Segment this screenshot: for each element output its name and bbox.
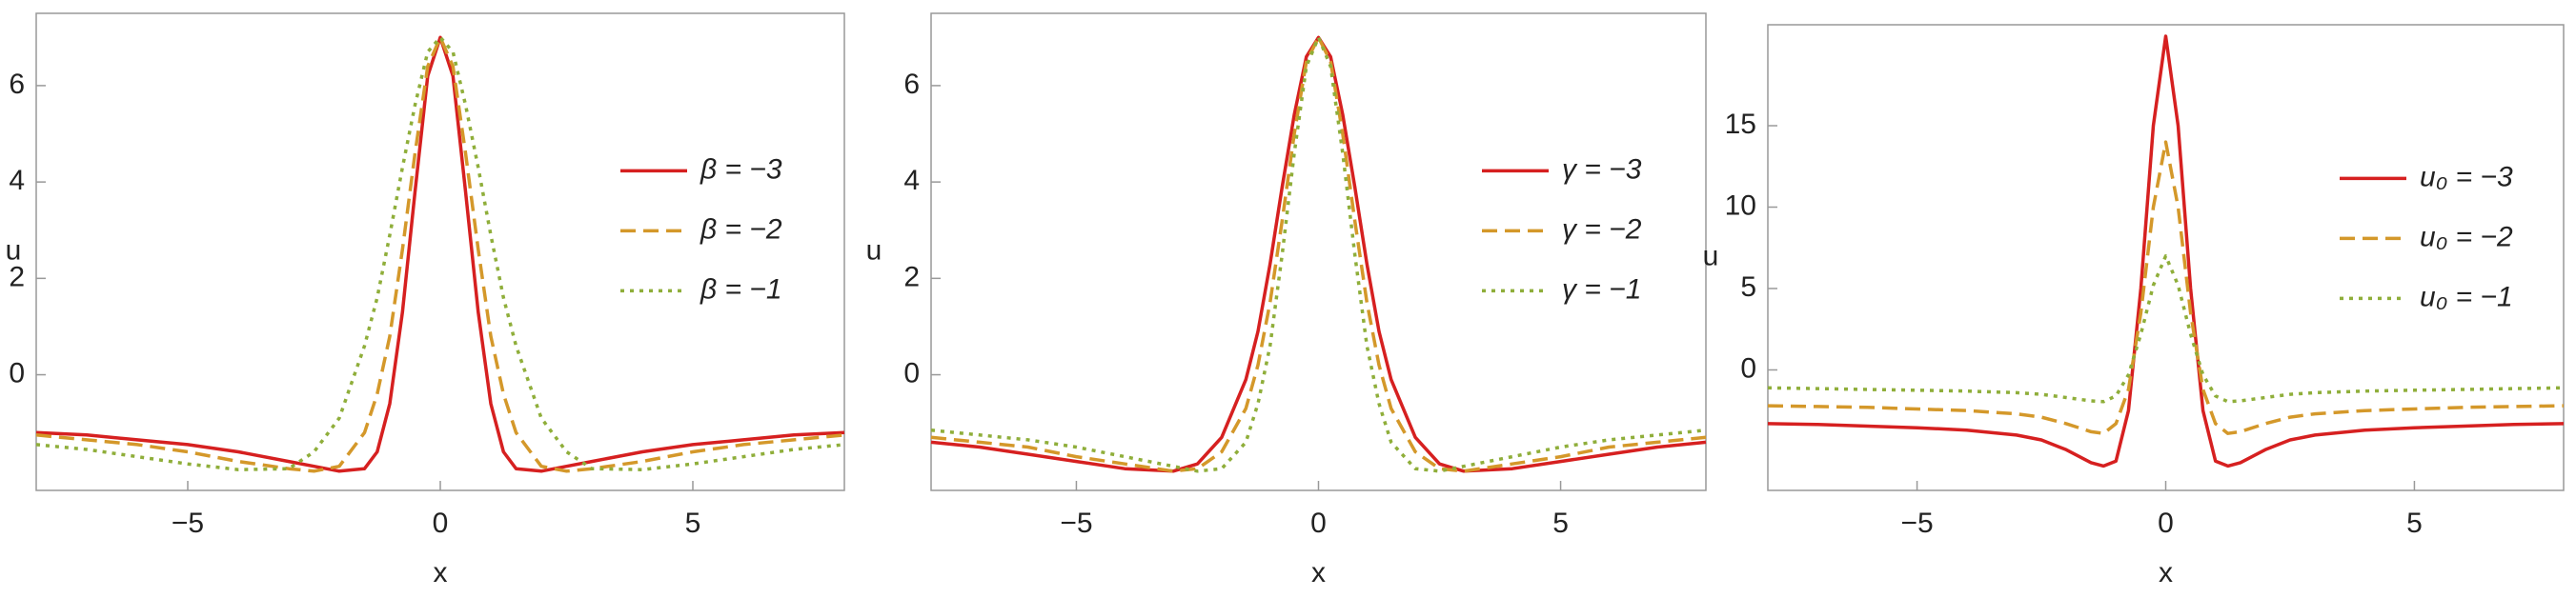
legend-text: u₀ = −1 [2420, 281, 2513, 312]
y-tick-label: 5 [1740, 271, 1756, 303]
x-axis-label: x [2159, 557, 2173, 588]
data-line [1767, 140, 2565, 435]
data-line [930, 35, 1707, 473]
data-line [930, 35, 1707, 473]
x-tick-label: −5 [172, 508, 204, 539]
data-line [930, 35, 1707, 473]
y-axis-label: u [866, 234, 882, 266]
legend-text: β = −2 [700, 213, 782, 245]
x-axis-label: x [1311, 557, 1326, 588]
legend-text: β = −3 [700, 153, 782, 185]
data-line [35, 35, 845, 473]
x-tick-label: 5 [1552, 508, 1569, 539]
data-line [1767, 34, 2565, 468]
y-axis-label: u [6, 234, 22, 266]
legend-text: u₀ = −3 [2420, 161, 2513, 192]
plot-frame [35, 12, 845, 491]
y-tick-label: 10 [1725, 189, 1756, 221]
y-tick-label: 4 [9, 165, 25, 196]
x-tick-label: 0 [2158, 508, 2174, 539]
x-tick-label: 0 [1310, 508, 1327, 539]
data-line [1767, 254, 2565, 404]
y-tick-label: 0 [1740, 352, 1756, 384]
legend-text: u₀ = −2 [2420, 221, 2513, 252]
x-tick-label: 5 [2406, 508, 2423, 539]
y-tick-label: 6 [9, 69, 25, 100]
legend-text: γ = −2 [1562, 213, 1642, 245]
legend-text: γ = −3 [1562, 153, 1642, 185]
x-tick-label: 0 [433, 508, 449, 539]
x-axis-label: x [434, 557, 448, 588]
y-tick-label: 2 [903, 261, 920, 292]
y-tick-label: 2 [9, 261, 25, 292]
x-tick-label: −5 [1900, 508, 1933, 539]
y-tick-label: 15 [1725, 109, 1756, 140]
y-tick-label: 6 [903, 69, 920, 100]
y-axis-label: u [1703, 240, 1719, 271]
data-line [35, 35, 845, 471]
y-tick-label: 0 [9, 357, 25, 389]
legend-text: β = −1 [700, 273, 782, 305]
legend-text: γ = −1 [1562, 273, 1641, 305]
data-line [35, 35, 845, 473]
x-tick-label: −5 [1060, 508, 1092, 539]
y-tick-label: 0 [903, 357, 920, 389]
y-tick-label: 4 [903, 165, 920, 196]
plot-frame [930, 12, 1707, 491]
x-tick-label: 5 [685, 508, 701, 539]
